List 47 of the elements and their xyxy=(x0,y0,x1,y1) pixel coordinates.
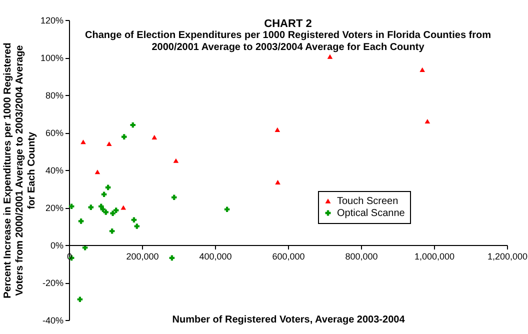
y-tick-label: 20% xyxy=(45,203,64,213)
point xyxy=(109,228,115,234)
point xyxy=(110,210,116,216)
legend-label: Optical Scanne xyxy=(337,208,406,219)
point xyxy=(80,140,86,144)
y-tick-label: 100% xyxy=(40,53,64,63)
y-axis-title: Percent Increase in Expenditures per 1000 Registered Voters from 2000/2001 Average to 2003/2004 Average for Each County xyxy=(2,42,38,298)
point xyxy=(113,208,119,213)
y-tick-label: 80% xyxy=(45,90,64,100)
y-tick-label: 0% xyxy=(50,240,64,250)
x-tick-label: 1,200,000 xyxy=(487,252,528,262)
point xyxy=(120,205,126,210)
point xyxy=(131,217,137,223)
x-tick-label: 600,000 xyxy=(272,252,305,262)
point xyxy=(121,134,127,140)
y-tick-label: 60% xyxy=(45,128,64,138)
point xyxy=(94,170,100,174)
point xyxy=(106,141,112,146)
point xyxy=(171,194,177,200)
legend-label: Touch Screen xyxy=(337,196,398,207)
point xyxy=(173,158,179,163)
point xyxy=(274,127,280,132)
chart-title: CHART 2 xyxy=(264,18,312,30)
y-tick-label: -40% xyxy=(42,316,64,326)
point xyxy=(275,180,280,184)
point xyxy=(88,204,94,210)
point xyxy=(77,296,83,302)
y-tick-label: -20% xyxy=(42,278,64,288)
y-tick-label: 120% xyxy=(40,16,64,26)
point xyxy=(134,224,140,229)
point xyxy=(420,67,425,72)
point xyxy=(103,210,109,215)
x-axis-title: Number of Registered Voters, Average 2003-2004 xyxy=(172,314,406,326)
y-tick-label: 40% xyxy=(45,166,64,176)
x-tick-label: 200,000 xyxy=(126,252,159,262)
point xyxy=(224,206,230,212)
point xyxy=(152,134,158,140)
point xyxy=(68,204,74,210)
x-tick-label: 1,000,000 xyxy=(414,252,455,262)
x-tick-label: 400,000 xyxy=(199,252,232,262)
x-tick-label: 800,000 xyxy=(345,252,378,262)
point xyxy=(130,122,136,128)
point xyxy=(424,118,430,124)
point xyxy=(101,192,107,198)
point xyxy=(327,54,333,59)
point xyxy=(78,218,84,224)
text: Change of Election Expenditures per 1000 Registered Voters in Florida Counties from 2000/2001 Average to 2003/2004 Average for Each County xyxy=(84,30,492,53)
